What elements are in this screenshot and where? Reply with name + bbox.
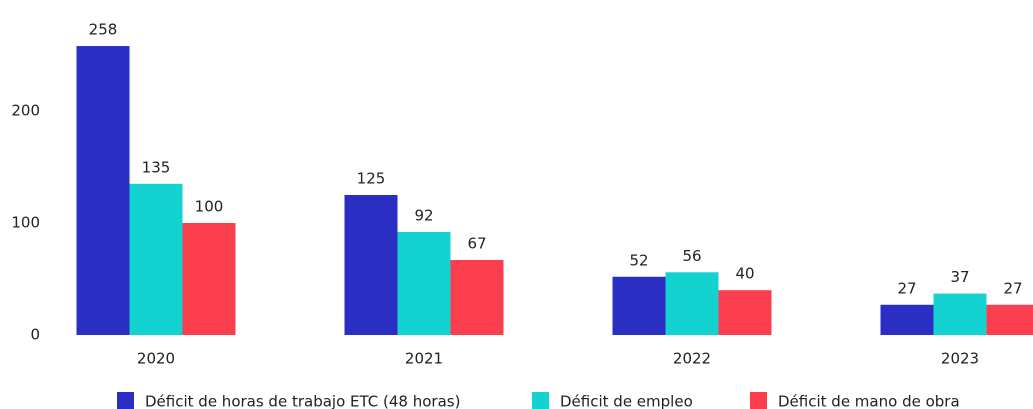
x-tick-label: 2020	[137, 350, 175, 368]
data-label: 135	[142, 158, 171, 176]
y-tick-label: 0	[30, 326, 40, 344]
data-label: 125	[357, 170, 386, 188]
bar	[880, 304, 934, 335]
legend-swatch	[117, 392, 134, 409]
bar	[450, 259, 504, 335]
bar	[718, 290, 772, 335]
data-label: 67	[467, 234, 486, 252]
legend-label: Déficit de horas de trabajo ETC (48 hora…	[145, 393, 460, 409]
x-tick-label: 2022	[673, 350, 711, 368]
legend-label: Déficit de empleo	[560, 393, 693, 409]
bar	[612, 276, 666, 335]
data-label: 40	[735, 265, 754, 283]
bar	[397, 231, 451, 335]
bar	[986, 304, 1033, 335]
data-label: 52	[629, 251, 648, 269]
legend-swatch	[532, 392, 549, 409]
y-tick-label: 200	[11, 102, 40, 120]
data-label: 258	[89, 21, 118, 39]
bar	[344, 195, 398, 335]
x-tick-label: 2021	[405, 350, 443, 368]
data-label: 100	[195, 198, 224, 216]
data-label: 27	[1003, 279, 1022, 297]
bar	[182, 223, 236, 335]
legend-swatch	[750, 392, 767, 409]
legend-label: Déficit de mano de obra	[778, 393, 960, 409]
bar	[76, 46, 130, 335]
y-tick-label: 100	[11, 214, 40, 232]
data-label: 92	[414, 206, 433, 224]
x-tick-label: 2023	[941, 350, 979, 368]
data-label: 56	[682, 247, 701, 265]
data-label: 37	[950, 268, 969, 286]
data-label: 27	[897, 279, 916, 297]
bar	[665, 272, 719, 335]
bar	[933, 293, 987, 335]
bar	[129, 183, 183, 335]
